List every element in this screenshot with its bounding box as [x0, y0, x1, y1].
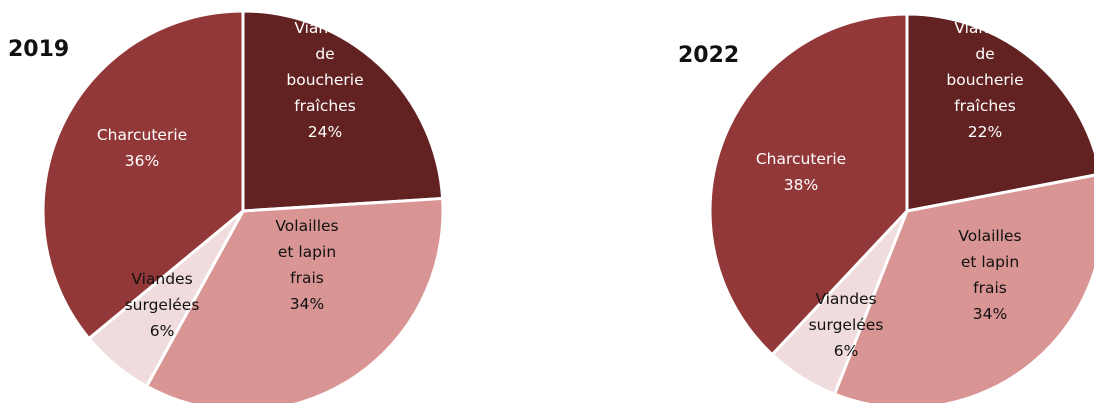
slice-label-2019-2: Volailles et lapin frais 34% [275, 217, 338, 313]
slice-label-line: 22% [968, 123, 1002, 141]
slice-label-line: 34% [973, 305, 1007, 323]
chart-title-2019: 2019 [8, 37, 69, 62]
slice-label-2019-1: Viandes de boucherie fraîches 24% [286, 19, 363, 141]
pie-slice-2019-1 [241, 9, 445, 213]
slice-label-2022-4: Charcuterie 38% [756, 150, 846, 194]
slice-label-line: boucherie [286, 71, 363, 89]
slice-label-2019-4: Charcuterie 36% [97, 126, 187, 170]
slice-label-line: 6% [834, 342, 859, 360]
slice-label-line: frais [290, 269, 324, 287]
slice-label-line: 38% [784, 176, 818, 194]
slice-label-line: frais [973, 279, 1007, 297]
slice-label-line: 36% [125, 152, 159, 170]
slice-label-line: et lapin [278, 243, 336, 261]
slice-label-line: Charcuterie [756, 150, 846, 168]
slice-label-line: Charcuterie [97, 126, 187, 144]
slice-label-line: 34% [290, 295, 324, 313]
slice-label-line: Viandes [954, 19, 1015, 37]
chart-title-2022: 2022 [678, 43, 739, 68]
slice-label-line: fraîches [294, 97, 356, 115]
slice-label-line: fraîches [954, 97, 1016, 115]
slice-label-line: de [315, 45, 334, 63]
slice-label-line: Volailles [275, 217, 338, 235]
pie-2019: Viandes de boucherie fraîches 24% Volailles et… [41, 9, 445, 407]
slice-label-line: surgelées [125, 296, 200, 314]
slice-label-2022-3: Viandes surgelées 6% [809, 290, 884, 360]
slice-label-line: surgelées [809, 316, 884, 334]
slice-label-line: boucherie [946, 71, 1023, 89]
slice-label-line: Viandes [294, 19, 355, 37]
pie-slice-2022-1 [905, 12, 1094, 213]
pie-2022: Viandes de boucherie fraîches 22% Volailles et… [708, 12, 1094, 407]
slice-label-2019-3: Viandes surgelées 6% [125, 270, 200, 340]
pie-slice-2022-4 [708, 12, 909, 357]
slice-label-line: 6% [150, 322, 175, 340]
slice-label-line: de [975, 45, 994, 63]
slice-label-line: Viandes [131, 270, 192, 288]
slice-label-line: Viandes [815, 290, 876, 308]
slice-label-2022-2: Volailles et lapin frais 34% [958, 227, 1021, 323]
pie-slice-2019-4 [41, 9, 245, 340]
slice-label-line: Volailles [958, 227, 1021, 245]
slice-label-2022-1: Viandes de boucherie fraîches 22% [946, 19, 1023, 141]
slice-label-line: 24% [308, 123, 342, 141]
slice-label-line: et lapin [961, 253, 1019, 271]
